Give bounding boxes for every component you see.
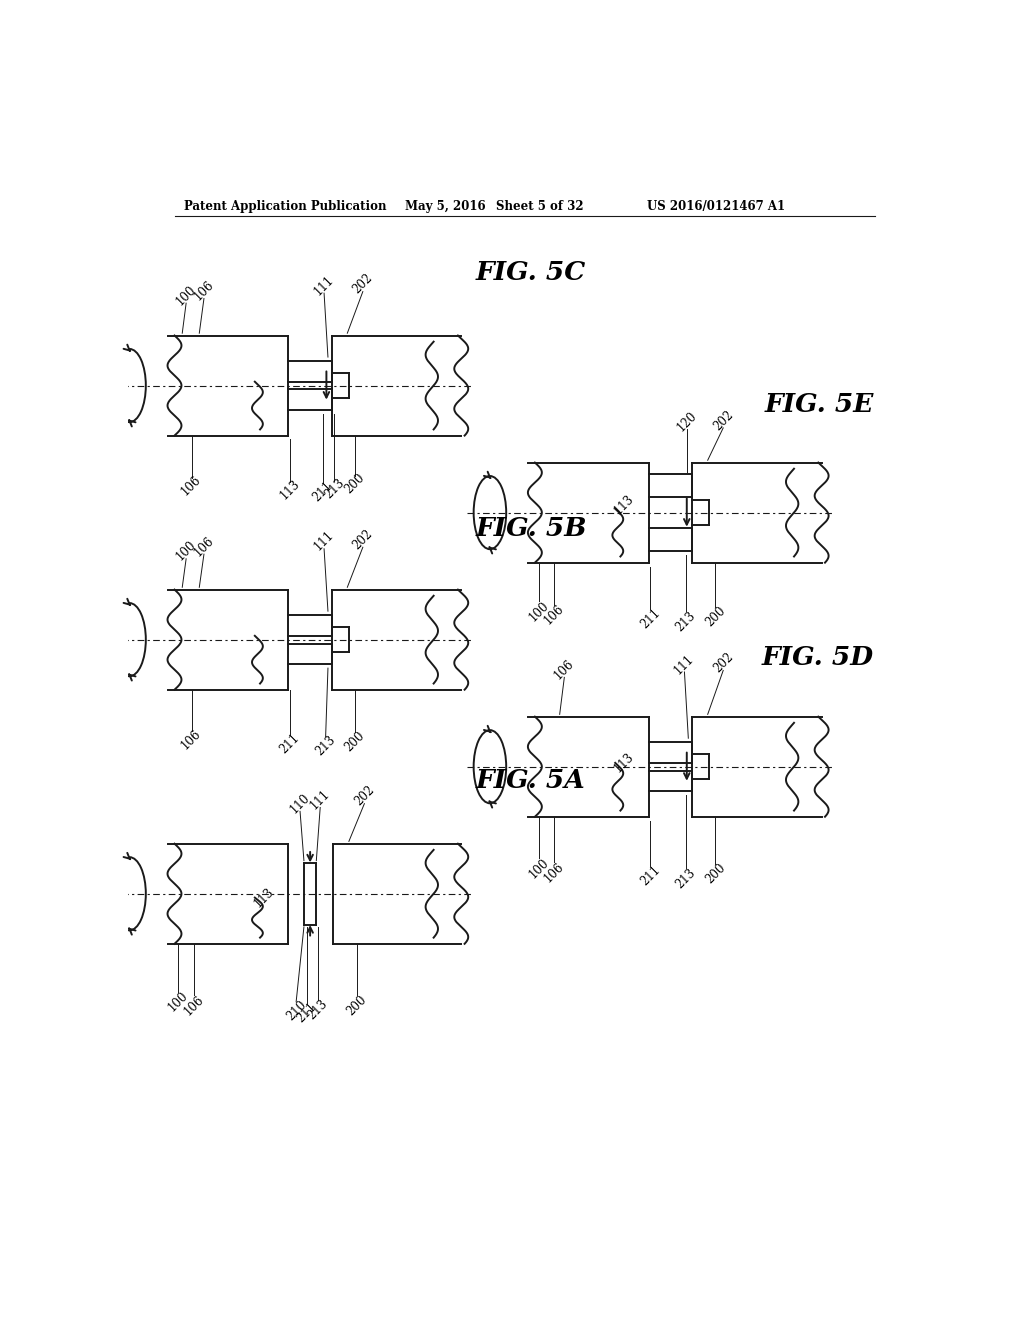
Text: FIG. 5B: FIG. 5B bbox=[475, 516, 587, 540]
Text: FIG. 5D: FIG. 5D bbox=[762, 645, 873, 669]
Text: 111: 111 bbox=[308, 788, 333, 812]
Text: 202: 202 bbox=[350, 272, 375, 297]
Text: 202: 202 bbox=[352, 784, 377, 808]
Text: 202: 202 bbox=[350, 527, 375, 552]
Text: 211: 211 bbox=[295, 1001, 319, 1026]
Text: 200: 200 bbox=[344, 993, 369, 1018]
Text: 213: 213 bbox=[674, 866, 698, 891]
Text: 106: 106 bbox=[181, 993, 207, 1018]
Text: 106: 106 bbox=[179, 473, 204, 498]
Text: Patent Application Publication: Patent Application Publication bbox=[183, 199, 386, 213]
Text: 200: 200 bbox=[702, 861, 728, 886]
Text: 211: 211 bbox=[310, 479, 335, 504]
Text: 106: 106 bbox=[191, 535, 216, 558]
Text: 111: 111 bbox=[672, 652, 697, 677]
Text: 200: 200 bbox=[702, 605, 728, 630]
Text: 100: 100 bbox=[526, 855, 551, 880]
Text: 100: 100 bbox=[166, 989, 190, 1014]
Text: 202: 202 bbox=[711, 408, 735, 433]
Text: 211: 211 bbox=[638, 863, 663, 888]
Text: FIG. 5A: FIG. 5A bbox=[475, 768, 585, 793]
Text: 110: 110 bbox=[288, 791, 312, 816]
Text: 106: 106 bbox=[191, 279, 216, 304]
Text: 106: 106 bbox=[179, 727, 204, 752]
Text: 113: 113 bbox=[611, 492, 637, 517]
Text: 111: 111 bbox=[311, 273, 337, 298]
Text: 100: 100 bbox=[174, 282, 199, 308]
Text: 106: 106 bbox=[542, 859, 566, 884]
Text: 210: 210 bbox=[284, 998, 308, 1023]
Text: 200: 200 bbox=[343, 471, 368, 496]
Text: 211: 211 bbox=[638, 606, 663, 631]
Text: 213: 213 bbox=[674, 609, 698, 634]
Text: 213: 213 bbox=[322, 477, 346, 502]
Text: 113: 113 bbox=[251, 886, 276, 909]
Text: 213: 213 bbox=[305, 998, 331, 1023]
Text: May 5, 2016: May 5, 2016 bbox=[406, 199, 486, 213]
Text: 113: 113 bbox=[611, 750, 637, 775]
Text: 213: 213 bbox=[313, 734, 338, 759]
Text: US 2016/0121467 A1: US 2016/0121467 A1 bbox=[647, 199, 785, 213]
Text: 200: 200 bbox=[343, 730, 368, 755]
Text: 106: 106 bbox=[552, 657, 577, 682]
Text: 113: 113 bbox=[278, 477, 302, 502]
Text: FIG. 5C: FIG. 5C bbox=[475, 260, 586, 285]
Text: 100: 100 bbox=[174, 539, 199, 564]
Text: 120: 120 bbox=[675, 409, 699, 434]
Text: 100: 100 bbox=[526, 599, 551, 623]
Text: 106: 106 bbox=[542, 602, 566, 627]
Text: 202: 202 bbox=[711, 651, 735, 676]
Text: Sheet 5 of 32: Sheet 5 of 32 bbox=[496, 199, 584, 213]
Text: 211: 211 bbox=[278, 731, 302, 756]
Text: 111: 111 bbox=[311, 529, 337, 553]
Text: FIG. 5E: FIG. 5E bbox=[764, 392, 873, 417]
